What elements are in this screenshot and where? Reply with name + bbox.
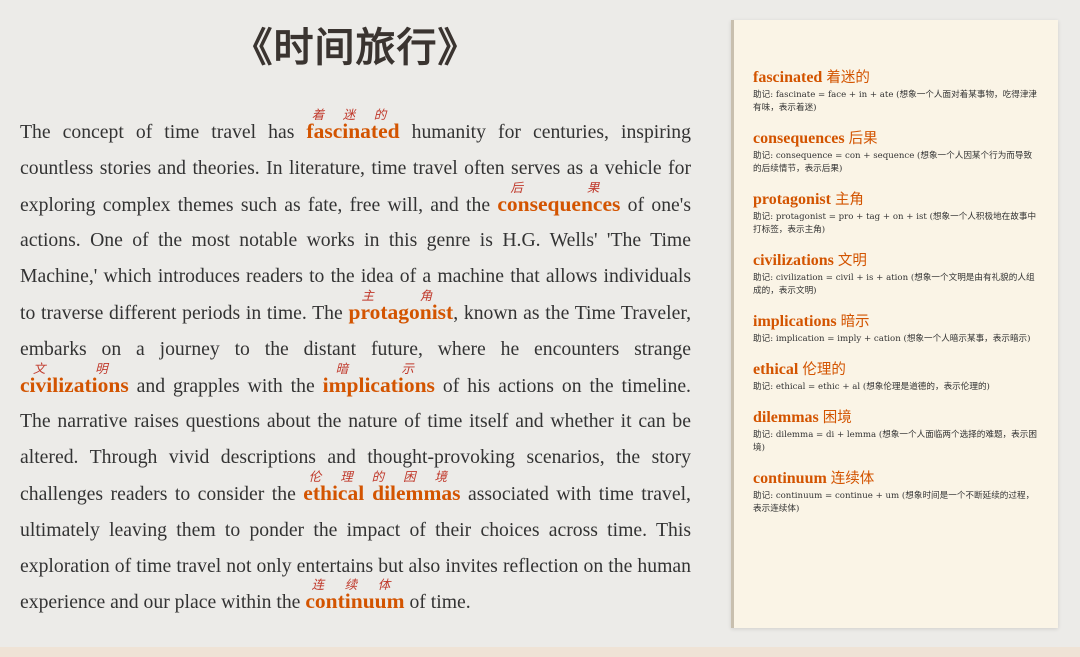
glossary-mnemonic: 助记: consequence = con + sequence (想象一个人因… (753, 151, 1033, 174)
vocab-word: implications (322, 372, 435, 397)
glossary-entry-protagonist: protagonist 主角 助记: protagonist = pro + ta… (753, 190, 1040, 237)
article-segment: of one's actions. One of the most notabl… (20, 193, 691, 324)
glossary-mnemonic: 助记: implication = imply + cation (想象一个人暗… (753, 334, 1031, 344)
vocab-ruby: 主角 (348, 287, 454, 303)
vocab-consequences: consequences后果 (497, 180, 621, 216)
glossary-term: fascinated 着迷的 (753, 68, 1040, 88)
vocab-civilizations: civilizations文明 (20, 361, 129, 397)
glossary-mnemonic: 助记: civilization = civil + is + ation (想… (753, 273, 1035, 296)
glossary-term: dilemmas 困境 (753, 408, 1040, 428)
bottom-strip (0, 647, 1080, 657)
glossary-mnemonic: 助记: continuum = continue + um (想象时间是一个不断… (753, 491, 1035, 514)
vocab-continuum: continuum连续体 (305, 577, 405, 614)
glossary-mnemonic: 助记: fascinate = face + in + ate (想象一个人面对… (753, 90, 1038, 113)
glossary-entry-dilemmas: dilemmas 困境 助记: dilemma = di + lemma (想象一… (753, 408, 1040, 455)
article-segment: of his actions on the timeline. The narr… (20, 374, 691, 505)
article-segment: associated with time travel, ultimately … (20, 482, 691, 614)
vocab-ruby: 着迷的 (306, 107, 400, 122)
vocab-word: fascinated (306, 119, 400, 143)
glossary-mnemonic: 助记: ethical = ethic + al (想象伦理是道德的，表示伦理的… (753, 382, 990, 392)
article-segment: , known as the Time Traveler, embarks on… (20, 301, 692, 360)
vocab-word: ethical dilemmas (303, 480, 461, 505)
glossary-translation: 伦理的 (802, 362, 846, 378)
glossary-entry-implications: implications 暗示 助记: implication = imply +… (753, 312, 1040, 346)
vocab-word: civilizations (20, 372, 129, 397)
vocab-ruby: 后果 (497, 179, 621, 195)
glossary-word: ethical (753, 361, 799, 378)
vocab-ruby: 文明 (20, 360, 129, 376)
glossary-word: continuum (753, 470, 827, 487)
glossary-term: civilizations 文明 (753, 251, 1040, 271)
glossary-mnemonic: 助记: dilemma = di + lemma (想象一个人面临两个选择的难题… (753, 430, 1037, 453)
glossary-entry-fascinated: fascinated 着迷的 助记: fascinate = face + in … (753, 68, 1040, 115)
glossary-translation: 后果 (848, 131, 878, 147)
glossary-translation: 暗示 (840, 314, 870, 330)
vocab-ruby: 连续体 (305, 577, 405, 593)
vocab-fascinated: fascinated着迷的 (306, 107, 400, 143)
glossary-mnemonic: 助记: protagonist = pro + tag + on + ist (… (753, 212, 1037, 235)
vocab-ruby: 暗示 (322, 360, 435, 376)
vocab-ruby: 伦理的困境 (303, 468, 461, 484)
glossary-word: fascinated (753, 69, 823, 86)
article-text: The concept of time travel has fascinate… (20, 107, 692, 621)
article-panel: 《时间旅行》 The concept of time travel has fa… (20, 20, 691, 621)
glossary-term: protagonist 主角 (753, 190, 1040, 210)
vocab-ethical-dilemmas: ethical dilemmas伦理的困境 (303, 469, 461, 505)
glossary-translation: 文明 (837, 253, 867, 269)
glossary-translation: 困境 (822, 410, 852, 426)
glossary-word: implications (753, 313, 837, 330)
glossary-entry-civilizations: civilizations 文明 助记: civilization = civil… (753, 251, 1040, 298)
glossary-translation: 主角 (834, 192, 864, 208)
glossary-sidebar: fascinated 着迷的 助记: fascinate = face + in … (731, 20, 1058, 628)
glossary-term: ethical 伦理的 (753, 360, 1040, 380)
article-segment: The concept of time travel has (20, 121, 307, 143)
glossary-term: continuum 连续体 (753, 469, 1040, 489)
glossary-word: dilemmas (753, 409, 819, 426)
vocab-word: protagonist (348, 299, 454, 324)
vocab-word: consequences (497, 191, 621, 216)
glossary-word: consequences (753, 130, 845, 147)
article-segment: humanity for centuries, inspiring countl… (20, 121, 691, 216)
page-title: 《时间旅行》 (232, 24, 479, 71)
glossary-term: consequences 后果 (753, 129, 1040, 149)
vocab-implications: implications暗示 (322, 361, 435, 397)
article-segment: and grapples with the (128, 374, 323, 397)
glossary-entry-ethical: ethical 伦理的 助记: ethical = ethic + al (想象伦… (753, 360, 1040, 394)
vocab-protagonist: protagonist主角 (348, 288, 454, 324)
vocab-word: continuum (305, 589, 405, 614)
glossary-word: protagonist (753, 191, 831, 208)
glossary-term: implications 暗示 (753, 312, 1040, 332)
glossary-entry-consequences: consequences 后果 助记: consequence = con + s… (753, 129, 1040, 176)
glossary-entry-continuum: continuum 连续体 助记: continuum = continue + … (753, 469, 1040, 516)
glossary-word: civilizations (753, 252, 834, 269)
glossary-translation: 连续体 (830, 471, 875, 487)
article-segment: of time. (404, 591, 471, 614)
glossary-translation: 着迷的 (826, 70, 870, 86)
